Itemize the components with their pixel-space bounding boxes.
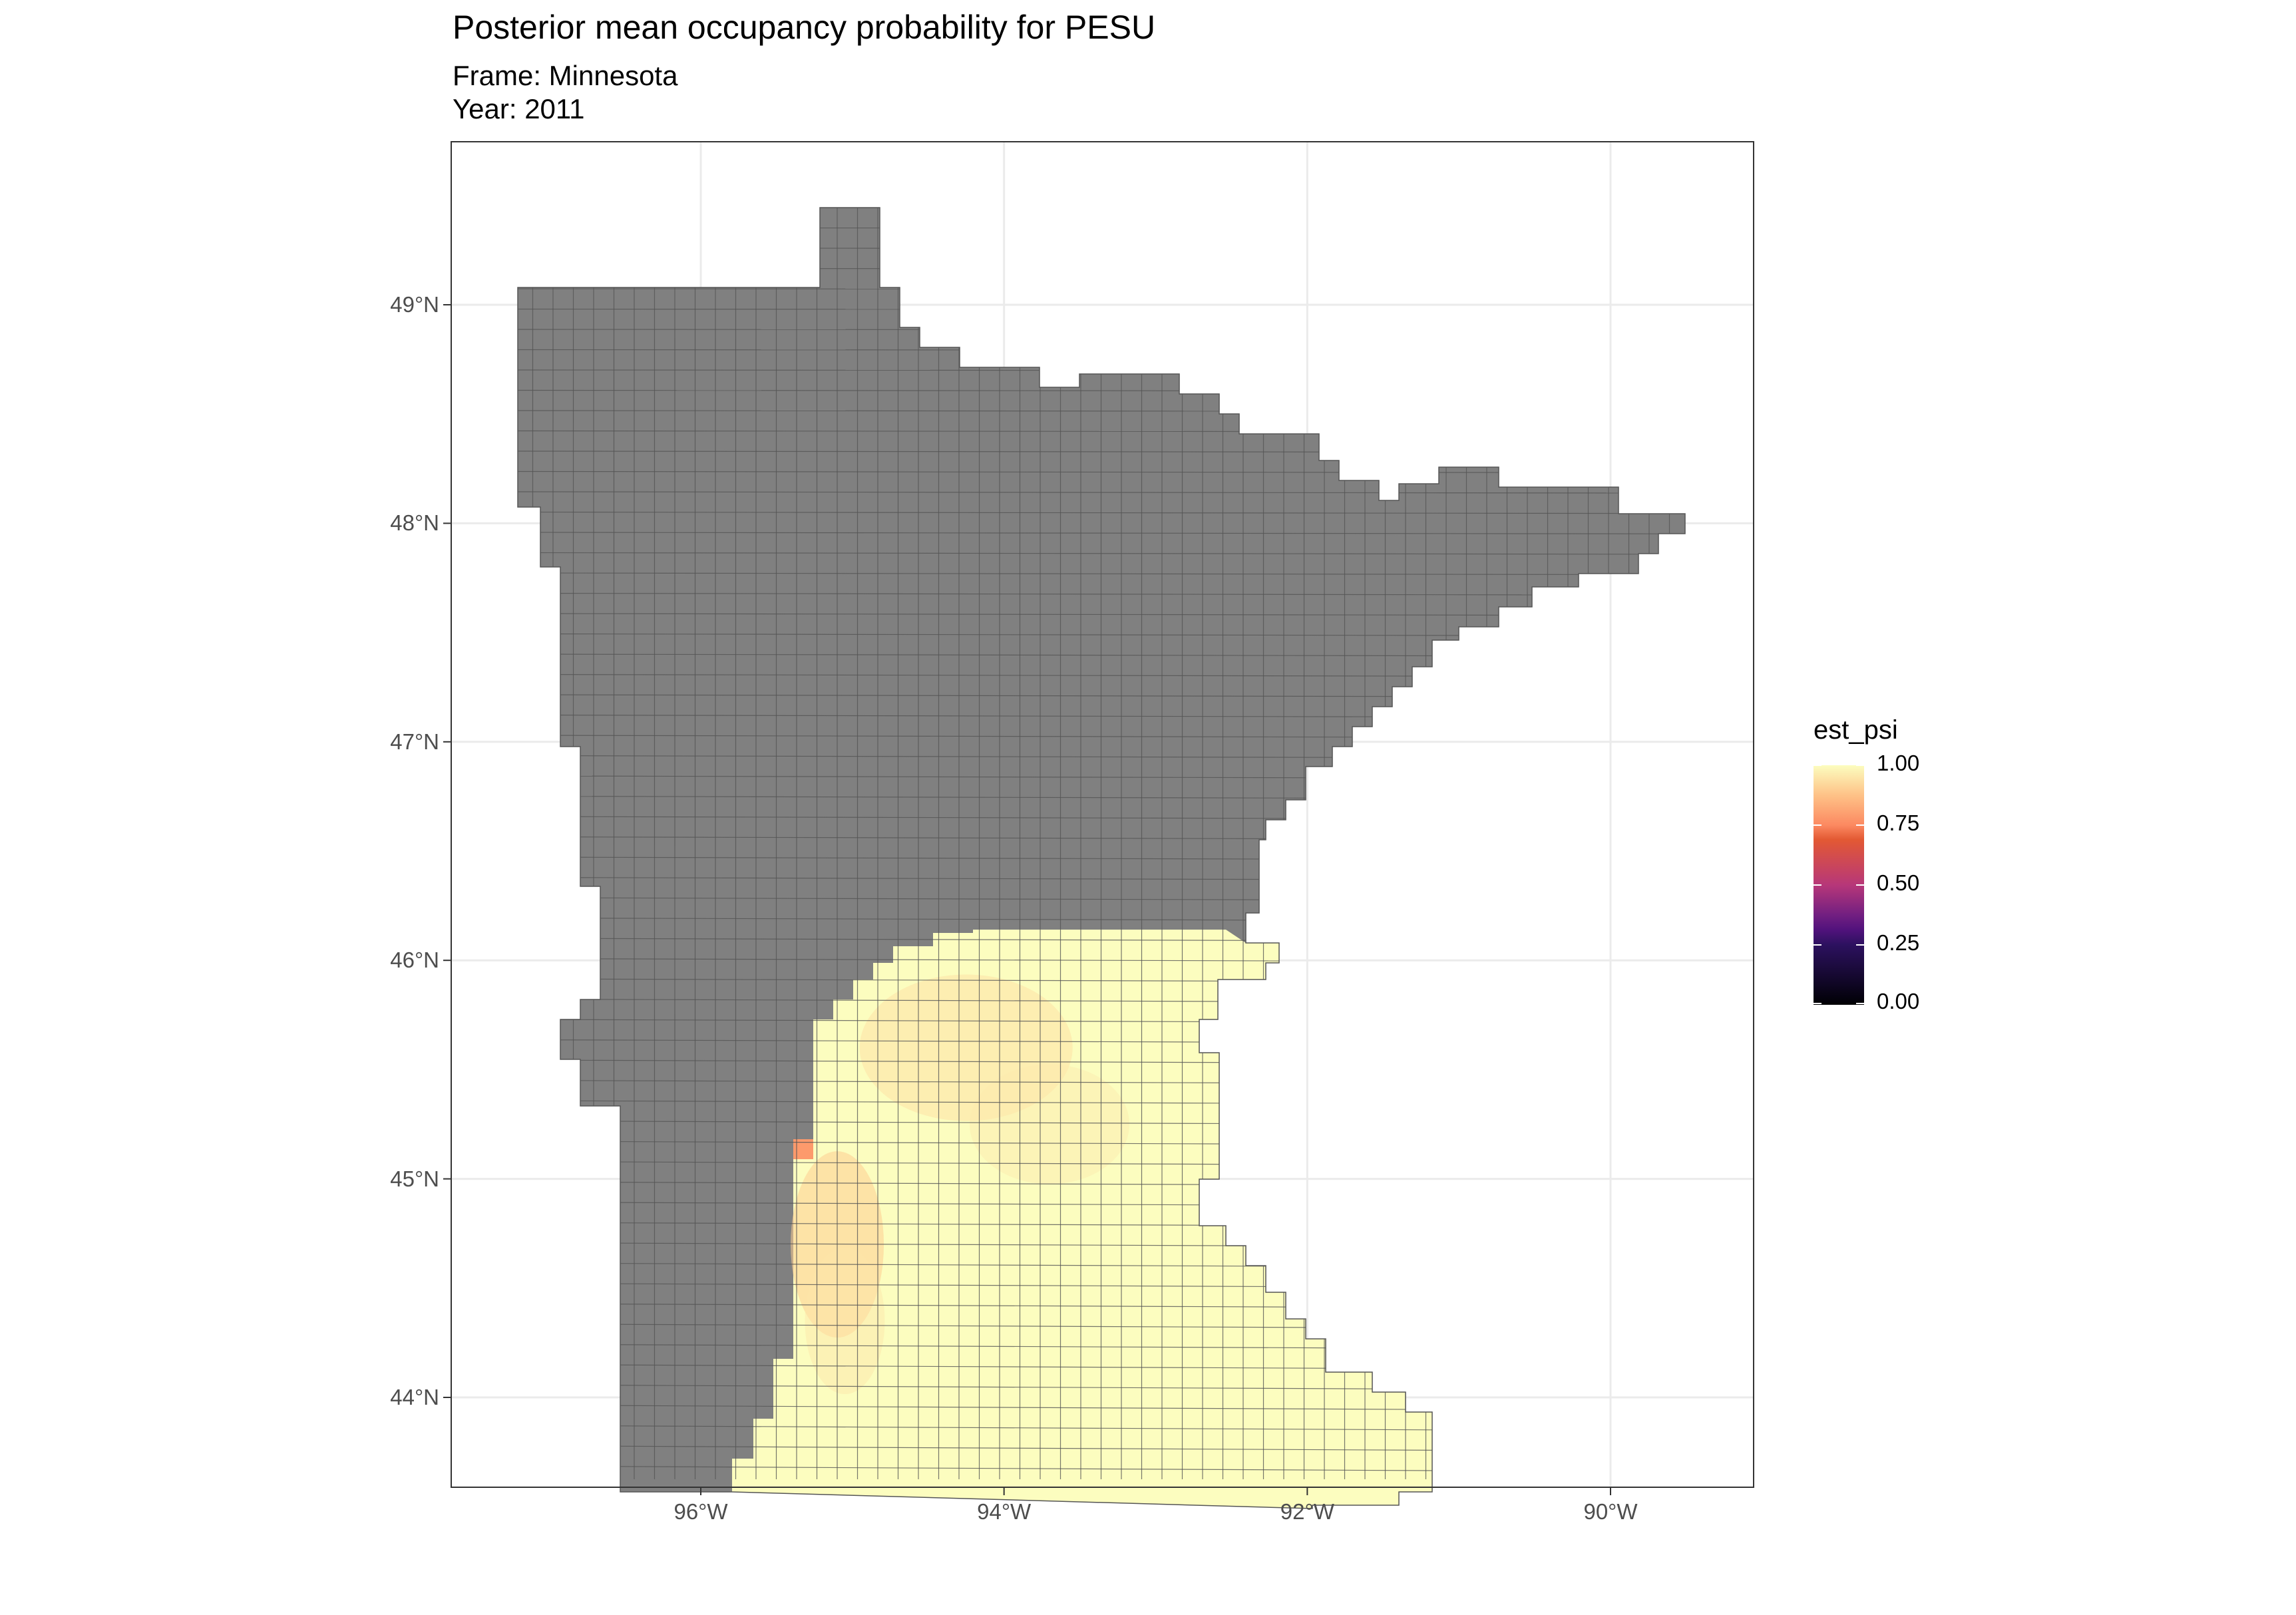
axis-ticks (443, 304, 1611, 1495)
legend-label: 0.50 (1877, 870, 1920, 895)
x-tick-label: 94°W (977, 1499, 1032, 1524)
legend-label: 1.00 (1877, 751, 1920, 775)
cell-line-h (518, 572, 1685, 576)
state-outline (517, 207, 1686, 1509)
legend-colorbar (1814, 765, 1864, 1005)
panel-border (451, 141, 1754, 1488)
x-tick-label: 90°W (1583, 1499, 1638, 1524)
y-tick-label: 49°N (390, 292, 439, 317)
x-tick-label: 96°W (673, 1499, 728, 1524)
subtitle-year: Year: 2011 (453, 93, 585, 124)
y-tick-label: 45°N (390, 1166, 439, 1191)
cell-line-h (518, 552, 1685, 555)
y-tick-label: 48°N (390, 510, 439, 536)
legend-label: 0.00 (1877, 989, 1920, 1013)
subtitle-frame: Frame: Minnesota (453, 60, 678, 91)
cell-line-h (518, 511, 1685, 514)
legend-title: est_psi (1814, 715, 1898, 745)
cell-line-h (518, 491, 1685, 494)
y-tick-label: 44°N (390, 1385, 439, 1409)
y-tick-label: 47°N (390, 729, 439, 754)
cell-line-h (518, 308, 1685, 310)
legend-label: 0.75 (1877, 810, 1920, 835)
value-cells (732, 930, 1432, 1509)
value-patch (859, 974, 1073, 1121)
y-tick-label: 46°N (390, 948, 439, 973)
value-patch (970, 1064, 1130, 1184)
chart-title: Posterior mean occupancy probability for… (453, 9, 1156, 46)
cell-line-h (518, 532, 1685, 535)
cell-line-h (518, 592, 1685, 596)
x-tick-label: 92°W (1280, 1499, 1334, 1524)
legend-label: 0.25 (1877, 930, 1920, 955)
cell-grid (518, 208, 1685, 1479)
